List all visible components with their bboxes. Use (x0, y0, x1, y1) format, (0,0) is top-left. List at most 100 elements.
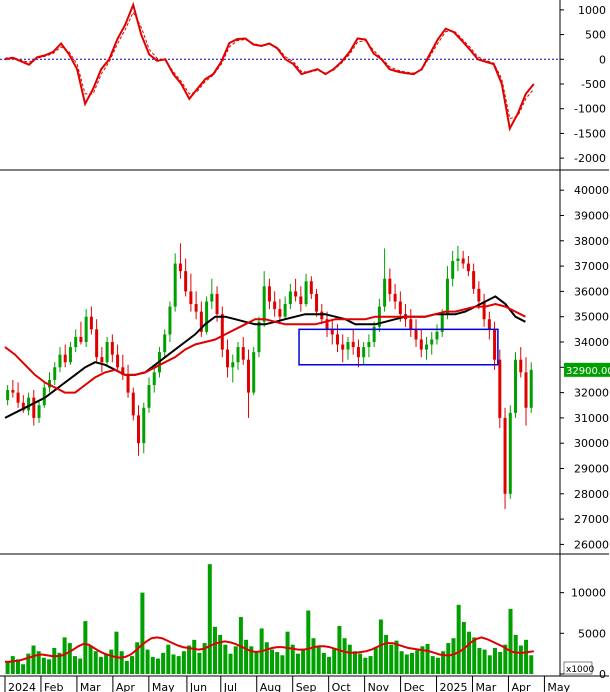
price-tick-label: 37000 (574, 260, 609, 273)
volume-bar (389, 644, 394, 674)
time-axis-label: Jul (223, 681, 237, 692)
volume-unit-label: x1000 (566, 665, 595, 675)
volume-bar (161, 652, 166, 674)
price-candle (267, 286, 271, 302)
volume-bar (181, 651, 186, 674)
price-candle (278, 309, 282, 317)
price-candle (430, 339, 434, 345)
price-candle (147, 385, 151, 408)
price-candle (89, 316, 93, 330)
volume-bar (212, 626, 217, 674)
volume-bar (264, 642, 269, 674)
price-candle (451, 261, 455, 279)
volume-bar (503, 644, 508, 674)
oscillator-panel: 1000 500 0 -500 -1000 -1500 -2000 (0, 1, 606, 165)
volume-tick-label: 0 (599, 668, 606, 681)
volume-bar (72, 656, 77, 674)
time-axis-label: 2024 (8, 681, 36, 692)
price-tick-label: 31000 (574, 412, 609, 425)
volume-bar (98, 656, 103, 674)
volume-bar (21, 664, 26, 674)
price-candle (236, 347, 240, 363)
time-axis-label: Sep (296, 681, 317, 692)
price-candle (514, 359, 518, 413)
price-candle (116, 354, 120, 368)
time-axis-label: Mar (476, 681, 497, 692)
price-highlight-box (298, 328, 499, 366)
price-candle (241, 347, 245, 360)
time-axis-label: Apr (116, 681, 136, 692)
price-candle (529, 369, 533, 408)
volume-bar (451, 638, 456, 674)
price-candle (299, 296, 303, 305)
price-candle (84, 316, 88, 342)
price-ma-line-1 (4, 302, 526, 394)
volume-bar (394, 640, 399, 674)
oscillator-tick-label: -500 (581, 78, 606, 91)
volume-bar (10, 656, 15, 674)
volume-bar (119, 651, 124, 674)
volume-bar (373, 647, 378, 674)
volume-bar (342, 638, 347, 674)
price-candle (283, 304, 287, 317)
price-candle (445, 278, 449, 315)
time-axis-label: Feb (44, 681, 63, 692)
volume-bar (150, 656, 155, 674)
volume-bar (524, 639, 529, 674)
price-candle (215, 293, 219, 315)
volume-bar (130, 656, 135, 674)
price-candle (414, 329, 418, 340)
price-tick-label: 28000 (574, 488, 609, 501)
volume-bar (218, 634, 223, 674)
price-candle (456, 258, 460, 262)
volume-bar (52, 647, 57, 674)
chart-frame (0, 0, 609, 677)
time-axis-label: May (547, 681, 570, 692)
volume-bar (529, 655, 534, 674)
price-candle (419, 339, 423, 350)
volume-bar (477, 647, 482, 674)
volume-bar (332, 647, 337, 674)
price-candle (152, 372, 156, 386)
price-candle (252, 352, 256, 393)
price-candle (11, 390, 15, 393)
volume-bar (508, 608, 513, 674)
oscillator-tick-label: 1000 (578, 4, 606, 17)
time-axis-label: Oct (332, 681, 352, 692)
volume-bar (78, 658, 83, 674)
volume-bar (57, 652, 62, 674)
price-tick-label: 36000 (574, 285, 609, 298)
price-candle (189, 291, 193, 305)
price-candle (210, 293, 214, 302)
price-candle (246, 359, 250, 393)
volume-bar (109, 649, 114, 674)
price-candle (27, 397, 31, 411)
price-tick-label: 34000 (574, 336, 609, 349)
volume-bar (301, 648, 306, 674)
last-price-label: 32900.00 (566, 366, 610, 377)
price-candle (325, 319, 329, 330)
volume-bar (249, 646, 254, 674)
price-candle (63, 354, 67, 363)
price-candle (508, 412, 512, 494)
volume-bar (487, 655, 492, 674)
volume-bar (456, 604, 461, 674)
price-candle (519, 359, 523, 373)
volume-bar (26, 653, 31, 674)
volume-bar (145, 649, 150, 674)
price-candle (95, 329, 99, 358)
volume-bar (67, 643, 72, 674)
price-candle (288, 291, 292, 305)
volume-bar (472, 637, 477, 674)
price-candle (68, 347, 72, 363)
volume-bar (285, 631, 290, 674)
volume-bar (311, 638, 316, 674)
volume-bar (124, 660, 129, 674)
volume-bar (306, 610, 311, 674)
price-candle (262, 286, 266, 322)
volume-bar (404, 654, 409, 674)
price-tick-label: 32000 (574, 387, 609, 400)
price-candle (163, 334, 167, 353)
price-candle (137, 415, 141, 444)
